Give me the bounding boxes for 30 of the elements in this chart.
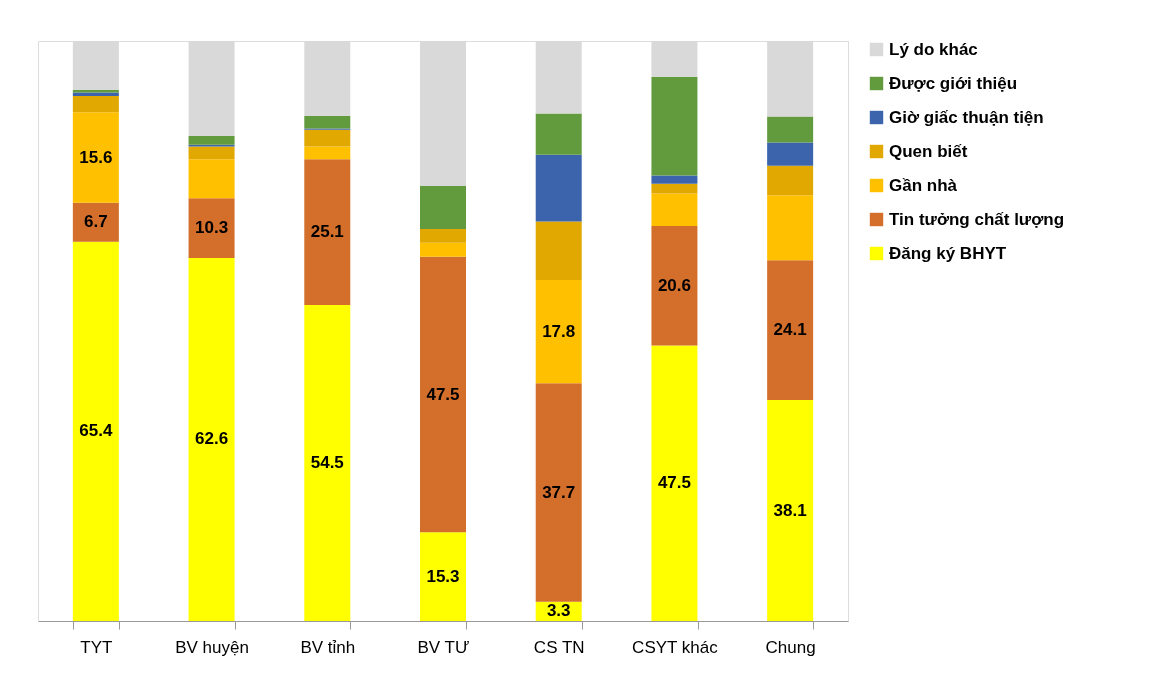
data-label: 24.1 bbox=[773, 320, 807, 340]
x-tick-label: BV tỉnh bbox=[300, 637, 356, 657]
legend-label: Được giới thiệu bbox=[889, 73, 1018, 93]
data-label: 54.5 bbox=[310, 452, 344, 472]
x-tick-label: TYT bbox=[80, 637, 113, 657]
x-tick-label: CS TN bbox=[533, 637, 585, 657]
data-label: 15.3 bbox=[426, 566, 460, 586]
x-tick-label: CSYT khác bbox=[632, 637, 719, 657]
legend-label: Đăng ký BHYT bbox=[889, 243, 1007, 263]
legend-label: Giờ giấc thuận tiện bbox=[889, 107, 1044, 127]
data-label: 38.1 bbox=[773, 500, 807, 520]
legend-label: Lý do khác bbox=[889, 39, 978, 59]
legend-label: Gần nhà bbox=[889, 175, 958, 195]
data-label: 65.4 bbox=[79, 421, 113, 441]
data-label: 20.6 bbox=[657, 275, 691, 295]
data-label: 37.7 bbox=[542, 482, 576, 502]
x-tick-label: BV TƯ bbox=[417, 637, 470, 657]
legend-label: Quen biết bbox=[889, 141, 968, 161]
data-label: 6.7 bbox=[84, 212, 108, 232]
x-tick-label: Chung bbox=[765, 637, 816, 657]
data-label: 62.6 bbox=[195, 429, 229, 449]
data-label: 3.3 bbox=[546, 601, 571, 621]
legend-label: Tin tưởng chất lượng bbox=[889, 209, 1065, 229]
x-tick-label: BV huyện bbox=[175, 637, 249, 657]
data-label: 47.5 bbox=[426, 384, 460, 404]
data-label: 17.8 bbox=[542, 321, 576, 341]
data-label: 25.1 bbox=[310, 222, 344, 242]
data-label: 15.6 bbox=[79, 147, 113, 167]
data-label: 47.5 bbox=[657, 473, 691, 493]
data-label: 10.3 bbox=[195, 218, 229, 238]
